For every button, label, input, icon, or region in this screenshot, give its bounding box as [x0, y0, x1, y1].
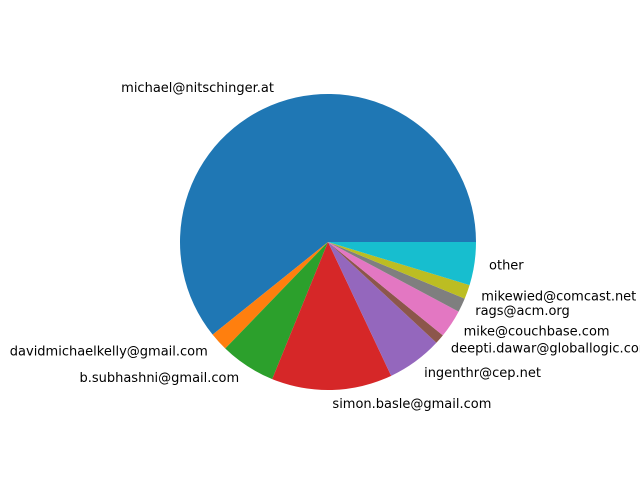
- pie-slices: [180, 94, 477, 390]
- pie-labels: michael@nitschinger.at davidmichaelkelly@…: [10, 81, 640, 412]
- pie-label-michael-nitschinger-at: michael@nitschinger.at: [121, 81, 274, 96]
- pie-slice-other: [328, 242, 476, 286]
- pie-slice-rags-acm-org: [328, 242, 465, 312]
- pie-slice-deepti-dawar-globallogic-com: [328, 242, 443, 343]
- pie-label-other: other: [489, 259, 524, 274]
- pie-slice-simon-basle-gmail-com: [272, 242, 392, 390]
- pie-label-davidmichaelkelly-gmail-com: davidmichaelkelly@gmail.com: [10, 344, 208, 359]
- pie-slice-davidmichaelkelly-gmail-com: [212, 242, 328, 349]
- pie-slice-b-subhashni-gmail-com: [225, 242, 328, 380]
- pie-label-b-subhashni-gmail-com: b.subhashni@gmail.com: [79, 371, 239, 386]
- pie-label-rags-acm-org: rags@acm.org: [475, 304, 570, 319]
- pie-label-deepti-dawar-globallogic-com: deepti.dawar@globallogic.com: [451, 341, 640, 356]
- pie-slice-mike-couchbase-com: [328, 242, 459, 336]
- pie-label-simon-basle-gmail-com: simon.basle@gmail.com: [332, 397, 491, 412]
- pie-label-mikewied-comcast-net: mikewied@comcast.net: [481, 289, 636, 304]
- pie-slice-michael-nitschinger-at: [180, 94, 477, 335]
- pie-slice-ingenthr-cep-net: [328, 242, 437, 376]
- pie-label-mike-couchbase-com: mike@couchbase.com: [464, 325, 610, 340]
- pie-label-ingenthr-cep-net: ingenthr@cep.net: [424, 366, 541, 381]
- pie-slice-mikewied-comcast-net: [328, 242, 470, 299]
